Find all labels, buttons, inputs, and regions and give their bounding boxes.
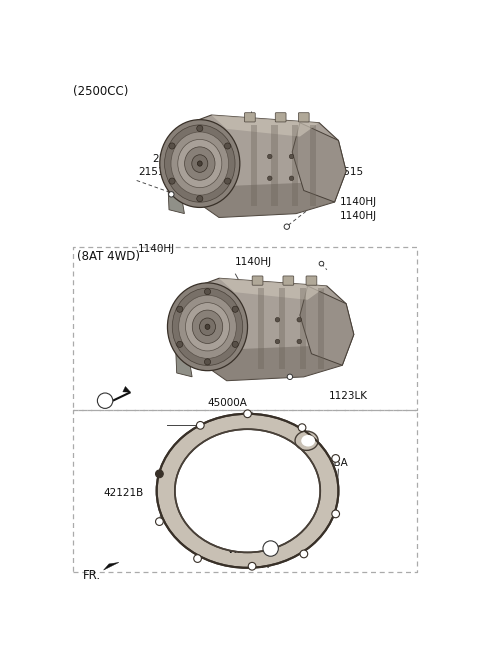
Ellipse shape bbox=[165, 125, 235, 202]
Circle shape bbox=[232, 341, 239, 348]
Circle shape bbox=[169, 178, 175, 184]
Ellipse shape bbox=[185, 147, 215, 180]
Ellipse shape bbox=[205, 324, 210, 329]
Circle shape bbox=[194, 555, 202, 562]
Polygon shape bbox=[292, 123, 346, 202]
Circle shape bbox=[156, 518, 163, 526]
Polygon shape bbox=[184, 279, 354, 380]
Polygon shape bbox=[180, 183, 335, 217]
Ellipse shape bbox=[168, 283, 248, 371]
Circle shape bbox=[289, 176, 294, 181]
Circle shape bbox=[263, 541, 278, 556]
Circle shape bbox=[332, 510, 339, 518]
Circle shape bbox=[168, 192, 174, 197]
Ellipse shape bbox=[178, 139, 222, 188]
Polygon shape bbox=[310, 125, 316, 206]
Circle shape bbox=[297, 317, 301, 322]
Text: 1140HJ: 1140HJ bbox=[340, 210, 377, 221]
Ellipse shape bbox=[295, 431, 318, 450]
Ellipse shape bbox=[200, 318, 216, 336]
Polygon shape bbox=[258, 288, 264, 369]
Polygon shape bbox=[123, 386, 131, 392]
Ellipse shape bbox=[156, 414, 338, 568]
Ellipse shape bbox=[172, 288, 243, 365]
Circle shape bbox=[204, 359, 211, 365]
Text: FR.: FR. bbox=[83, 568, 101, 581]
Circle shape bbox=[156, 470, 163, 478]
Polygon shape bbox=[211, 115, 319, 137]
Text: 45000A: 45000A bbox=[229, 560, 269, 570]
Circle shape bbox=[225, 178, 230, 184]
Text: 21515: 21515 bbox=[152, 154, 185, 164]
Circle shape bbox=[267, 176, 272, 181]
Text: 1140HJ: 1140HJ bbox=[340, 197, 377, 208]
Polygon shape bbox=[174, 315, 192, 377]
Circle shape bbox=[204, 288, 211, 295]
Polygon shape bbox=[104, 562, 119, 570]
FancyBboxPatch shape bbox=[299, 113, 309, 122]
Ellipse shape bbox=[160, 120, 240, 208]
Polygon shape bbox=[167, 152, 184, 214]
Text: 1140HJ: 1140HJ bbox=[235, 258, 272, 267]
Polygon shape bbox=[188, 346, 342, 380]
Text: 21515: 21515 bbox=[331, 167, 364, 177]
Circle shape bbox=[97, 393, 113, 409]
Text: 21515: 21515 bbox=[138, 167, 171, 177]
Ellipse shape bbox=[197, 161, 202, 166]
Text: 1140HJ: 1140HJ bbox=[138, 244, 175, 254]
Circle shape bbox=[267, 154, 272, 159]
Text: (8AT 4WD): (8AT 4WD) bbox=[77, 250, 140, 263]
FancyBboxPatch shape bbox=[283, 276, 294, 285]
Circle shape bbox=[319, 261, 324, 266]
Ellipse shape bbox=[185, 303, 229, 351]
Circle shape bbox=[177, 341, 183, 348]
Polygon shape bbox=[271, 125, 277, 206]
Text: (2500CC): (2500CC) bbox=[73, 85, 128, 98]
Text: A: A bbox=[267, 544, 274, 553]
Circle shape bbox=[275, 317, 280, 322]
Circle shape bbox=[287, 374, 293, 380]
Polygon shape bbox=[279, 288, 285, 369]
FancyBboxPatch shape bbox=[252, 276, 263, 285]
Polygon shape bbox=[292, 125, 299, 206]
FancyBboxPatch shape bbox=[244, 113, 255, 122]
Circle shape bbox=[298, 424, 306, 432]
Circle shape bbox=[197, 125, 203, 131]
Circle shape bbox=[289, 154, 294, 159]
Ellipse shape bbox=[301, 435, 315, 447]
Circle shape bbox=[284, 224, 289, 229]
Circle shape bbox=[197, 196, 203, 202]
Ellipse shape bbox=[192, 155, 208, 172]
Text: 1416BA: 1416BA bbox=[309, 311, 350, 321]
Circle shape bbox=[297, 339, 301, 344]
Circle shape bbox=[248, 562, 256, 570]
Circle shape bbox=[232, 306, 239, 312]
FancyBboxPatch shape bbox=[306, 276, 317, 285]
Circle shape bbox=[244, 410, 252, 418]
Ellipse shape bbox=[175, 429, 320, 553]
Text: VIEW: VIEW bbox=[227, 545, 256, 555]
Circle shape bbox=[169, 143, 175, 149]
Text: 1123LK: 1123LK bbox=[329, 391, 368, 401]
Ellipse shape bbox=[192, 310, 223, 344]
Circle shape bbox=[177, 306, 183, 312]
FancyBboxPatch shape bbox=[275, 113, 286, 122]
Text: A: A bbox=[102, 396, 108, 405]
Polygon shape bbox=[177, 115, 346, 217]
Text: 1416BA: 1416BA bbox=[308, 458, 348, 468]
Text: 45000A: 45000A bbox=[207, 397, 247, 407]
Circle shape bbox=[332, 455, 339, 463]
Ellipse shape bbox=[171, 132, 228, 195]
Ellipse shape bbox=[179, 295, 236, 358]
Polygon shape bbox=[300, 286, 354, 365]
Text: 42121B: 42121B bbox=[104, 489, 144, 499]
Polygon shape bbox=[300, 288, 306, 369]
Circle shape bbox=[196, 422, 204, 429]
Circle shape bbox=[225, 143, 230, 149]
Circle shape bbox=[275, 339, 280, 344]
Polygon shape bbox=[219, 279, 327, 300]
Circle shape bbox=[300, 550, 308, 558]
Polygon shape bbox=[318, 288, 324, 369]
Polygon shape bbox=[251, 125, 257, 206]
